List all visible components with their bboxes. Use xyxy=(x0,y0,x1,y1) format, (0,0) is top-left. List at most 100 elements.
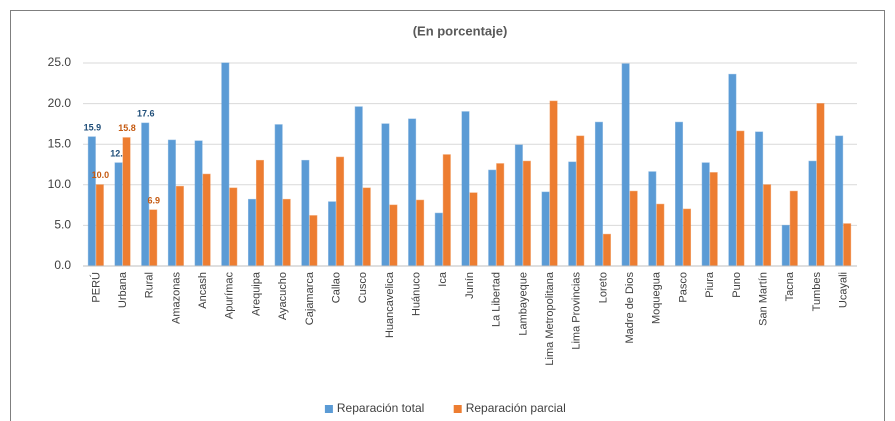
bar xyxy=(816,103,825,267)
bar xyxy=(568,161,577,267)
bar xyxy=(434,212,443,267)
x-tick-label: Amazonas xyxy=(170,272,182,324)
bar xyxy=(416,199,425,267)
bar xyxy=(549,100,558,267)
x-tick-label: Urbana xyxy=(117,271,129,308)
bar xyxy=(221,62,230,267)
x-tick-label: Loreto xyxy=(597,272,609,303)
data-label: 6.9 xyxy=(147,195,160,205)
x-tick-label: Pasco xyxy=(677,272,689,303)
y-tick-label: 20.0 xyxy=(48,96,72,110)
x-tick-label: Madre de Dios xyxy=(624,272,636,344)
bar xyxy=(255,159,264,267)
bar xyxy=(789,190,798,267)
bar xyxy=(496,163,505,267)
x-tick-label: Ica xyxy=(437,271,449,287)
x-tick-label: Moquegua xyxy=(651,271,663,324)
bar xyxy=(328,201,337,267)
data-label: 12.7 xyxy=(110,148,128,158)
data-label: 17.6 xyxy=(137,108,155,118)
data-label: 10.0 xyxy=(92,170,110,180)
bar xyxy=(728,73,737,267)
x-tick-label: Huancavelica xyxy=(384,271,396,338)
bar xyxy=(656,203,665,267)
x-tick-label: Piura xyxy=(704,271,716,298)
legend-label: Reparación parcial xyxy=(466,401,566,415)
bar xyxy=(488,169,497,267)
bar xyxy=(541,191,550,267)
legend-swatch xyxy=(453,405,462,413)
bar xyxy=(282,198,291,267)
bar xyxy=(114,162,123,267)
chart-title: (En porcentaje) xyxy=(413,23,508,38)
x-tick-label: Tumbes xyxy=(811,272,823,312)
bar xyxy=(675,121,684,267)
bar xyxy=(736,130,745,267)
bar xyxy=(683,208,692,267)
bar xyxy=(309,215,318,267)
x-tick-label: Cajamarca xyxy=(304,271,316,325)
bar xyxy=(594,121,603,267)
bar xyxy=(354,106,363,267)
x-tick-label: Puno xyxy=(731,272,743,298)
y-tick-label: 0.0 xyxy=(54,258,71,272)
x-tick-label: Lima Provincias xyxy=(571,272,583,350)
bar xyxy=(87,136,96,267)
bar xyxy=(755,131,764,267)
x-tick-label: Ayacucho xyxy=(277,272,289,320)
x-tick-label: Junín xyxy=(464,272,476,299)
x-tick-label: Tacna xyxy=(784,271,796,301)
x-tick-label: Ucayali xyxy=(838,272,850,308)
bar xyxy=(522,160,531,267)
bar xyxy=(763,184,772,267)
bar xyxy=(149,209,158,267)
x-tick-label: PERÚ xyxy=(89,272,102,303)
bar xyxy=(247,198,256,267)
bar xyxy=(602,233,611,267)
bar xyxy=(701,162,710,267)
bar xyxy=(167,139,176,267)
bar xyxy=(461,111,470,267)
bar xyxy=(781,224,790,267)
x-tick-label: Lambayeque xyxy=(517,272,529,336)
x-tick-label: Huánuco xyxy=(411,272,423,316)
bar xyxy=(408,118,417,267)
bar xyxy=(389,204,398,267)
y-tick-label: 15.0 xyxy=(48,136,72,150)
bar xyxy=(709,172,718,267)
legend-swatch xyxy=(324,405,333,413)
x-tick-label: La Libertad xyxy=(491,272,503,327)
bar xyxy=(835,135,844,267)
legend-label: Reparación total xyxy=(337,401,424,415)
x-tick-label: Cusco xyxy=(357,272,369,303)
x-tick-label: Rural xyxy=(144,272,156,298)
x-tick-label: Arequipa xyxy=(250,271,262,316)
x-tick-label: Lima Metropolitana xyxy=(544,271,556,365)
x-tick-label: Callao xyxy=(330,272,342,303)
bar xyxy=(336,156,345,267)
y-tick-label: 5.0 xyxy=(54,218,71,232)
bar xyxy=(95,184,104,267)
y-tick-label: 10.0 xyxy=(48,177,72,191)
bar xyxy=(194,140,203,267)
data-label: 15.9 xyxy=(84,122,102,132)
bar xyxy=(621,63,630,267)
bar xyxy=(175,185,184,267)
x-tick-label: Ancash xyxy=(197,272,209,309)
bar xyxy=(202,173,211,267)
bar xyxy=(442,154,451,267)
bar xyxy=(576,135,585,267)
bar xyxy=(301,159,310,267)
x-tick-label: Apurímac xyxy=(224,272,236,320)
data-label: 15.8 xyxy=(118,123,136,133)
y-tick-label: 25.0 xyxy=(48,55,72,69)
x-tick-label: San Martín xyxy=(757,272,769,326)
bar xyxy=(843,223,852,267)
bar xyxy=(629,190,638,267)
bar xyxy=(229,187,238,267)
bar xyxy=(274,124,283,267)
bar xyxy=(381,123,390,267)
bar xyxy=(469,192,478,267)
bar xyxy=(122,137,131,267)
